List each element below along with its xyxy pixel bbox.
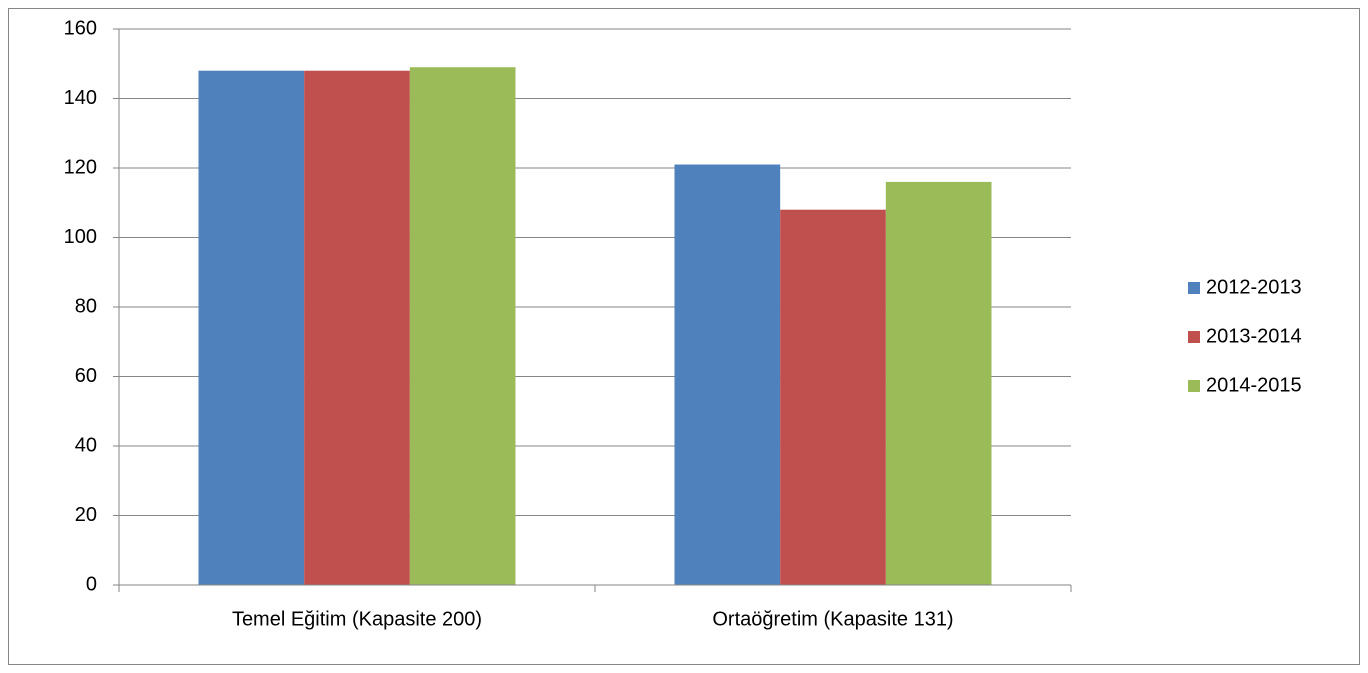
y-tick-label: 80 — [75, 295, 97, 317]
x-tick-label: Ortaöğretim (Kapasite 131) — [712, 608, 953, 630]
y-tick-label: 0 — [86, 573, 97, 595]
y-tick-label: 40 — [75, 434, 97, 456]
legend-swatch — [1188, 282, 1200, 294]
y-tick-label: 120 — [64, 156, 97, 178]
y-tick-label: 160 — [64, 17, 97, 39]
legend-swatch — [1188, 380, 1200, 392]
y-tick-label: 100 — [64, 226, 97, 248]
y-tick-label: 140 — [64, 87, 97, 109]
legend-label: 2014-2015 — [1206, 374, 1302, 396]
y-tick-label: 60 — [75, 365, 97, 387]
bar — [885, 181, 992, 585]
bar — [780, 209, 886, 585]
bar — [304, 70, 410, 585]
bar — [198, 70, 305, 585]
bar — [674, 164, 781, 585]
legend-label: 2013-2014 — [1206, 325, 1302, 347]
x-tick-label: Temel Eğitim (Kapasite 200) — [232, 608, 482, 630]
legend-label: 2012-2013 — [1206, 276, 1302, 298]
bar — [409, 67, 516, 586]
y-tick-label: 20 — [75, 504, 97, 526]
legend-swatch — [1188, 331, 1200, 343]
